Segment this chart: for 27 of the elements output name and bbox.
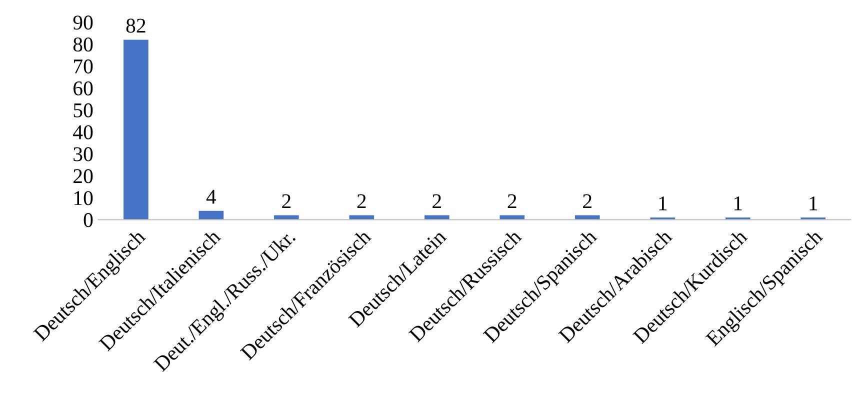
y-tick-label: 10 <box>74 191 93 206</box>
bar <box>349 215 374 220</box>
y-tick-label: 0 <box>84 213 93 228</box>
bar <box>424 215 450 220</box>
data-label: 1 <box>659 196 667 210</box>
bar <box>124 40 148 220</box>
data-label: 2 <box>432 194 441 208</box>
y-tick-label: 70 <box>74 59 93 74</box>
y-tick-label: 40 <box>73 125 93 140</box>
y-tick-label: 80 <box>73 37 93 52</box>
data-label: 4 <box>206 190 216 204</box>
data-label: 1 <box>810 196 818 210</box>
bar <box>500 215 525 220</box>
y-tick-label: 30 <box>74 147 93 162</box>
bar <box>198 210 224 220</box>
data-label: 2 <box>508 194 516 208</box>
bar <box>574 215 600 220</box>
data-label: 2 <box>282 194 290 208</box>
y-tick-label: 50 <box>74 103 93 118</box>
data-label: 82 <box>126 18 146 33</box>
bar <box>274 215 299 220</box>
data-label: 2 <box>357 194 366 208</box>
data-label: 1 <box>734 196 742 210</box>
y-tick-label: 90 <box>73 16 93 30</box>
y-tick-label: 60 <box>74 81 93 96</box>
data-label: 2 <box>583 194 592 208</box>
y-tick-label: 20 <box>74 169 93 184</box>
